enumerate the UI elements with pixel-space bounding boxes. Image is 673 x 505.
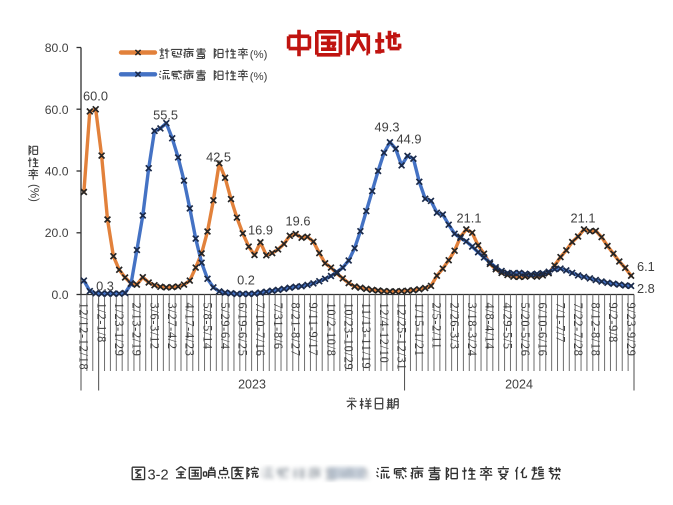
svg-text:0.3: 0.3 [96,279,114,294]
svg-text:1/2-1/8: 1/2-1/8 [94,303,108,343]
svg-text:55.5: 55.5 [153,108,178,123]
svg-text:2/5-2/11: 2/5-2/11 [430,303,444,350]
svg-text:2/13-2/19: 2/13-2/19 [130,303,144,357]
svg-text:60.0: 60.0 [83,89,108,104]
svg-text:1/15-1/21: 1/15-1/21 [412,303,426,357]
svg-text:12/12-12/18: 12/12-12/18 [77,303,91,371]
svg-text:19.6: 19.6 [286,214,311,229]
svg-text:21.1: 21.1 [457,211,482,226]
svg-text:9/11-9/17: 9/11-9/17 [306,303,320,357]
svg-text:4/8-4/14: 4/8-4/14 [483,303,497,350]
svg-text:10/23-10/29: 10/23-10/29 [342,303,356,371]
svg-text:8/21-8/27: 8/21-8/27 [289,303,303,357]
svg-text:5/8-5/14: 5/8-5/14 [200,303,214,350]
svg-text:6/19-6/25: 6/19-6/25 [236,303,250,357]
svg-text:3/6-3/12: 3/6-3/12 [147,303,161,350]
svg-text:7/1-7/7: 7/1-7/7 [553,303,567,343]
svg-text:12/4-12/10: 12/4-12/10 [377,303,391,364]
svg-text:9/23-9/29: 9/23-9/29 [624,303,638,357]
svg-text:7/10-7/16: 7/10-7/16 [253,303,267,357]
svg-text:(%): (%) [250,49,268,61]
svg-text:5/29-6/4: 5/29-6/4 [218,303,232,350]
svg-text:2.8: 2.8 [637,281,655,296]
svg-text:16.9: 16.9 [248,223,273,238]
svg-text:11/13-11/19: 11/13-11/19 [359,303,373,370]
svg-text:10/2-10/8: 10/2-10/8 [324,303,338,357]
svg-text:1/23-1/29: 1/23-1/29 [112,303,126,357]
svg-text:44.9: 44.9 [397,132,422,147]
svg-text:49.3: 49.3 [375,120,400,135]
svg-text:21.1: 21.1 [571,211,596,226]
svg-text:0.0: 0.0 [52,288,69,302]
svg-text:7/22-7/28: 7/22-7/28 [571,303,585,357]
svg-text:12/25-12/31: 12/25-12/31 [394,303,408,371]
svg-text:2024: 2024 [505,378,533,392]
svg-text:2/26-3/3: 2/26-3/3 [447,303,461,350]
svg-text:8/12-8/18: 8/12-8/18 [589,303,603,357]
svg-text:(%): (%) [28,184,40,202]
svg-text:4/17-4/23: 4/17-4/23 [183,303,197,357]
svg-text:20.0: 20.0 [45,226,69,240]
svg-text:42.5: 42.5 [206,150,231,165]
svg-text:60.0: 60.0 [45,103,69,117]
svg-text:9/2-9/8: 9/2-9/8 [606,303,620,343]
svg-text:80.0: 80.0 [45,41,69,55]
svg-text:6/10-6/16: 6/10-6/16 [536,303,550,357]
svg-text:0.2: 0.2 [237,273,255,288]
svg-text:40.0: 40.0 [45,165,69,179]
svg-text:(%): (%) [250,71,268,83]
svg-text:2023: 2023 [238,378,266,392]
svg-text:3-2: 3-2 [148,468,169,484]
svg-text:3/18-3/24: 3/18-3/24 [465,303,479,357]
svg-text:4/29-5/5: 4/29-5/5 [500,303,514,350]
svg-text:5/20-5/26: 5/20-5/26 [518,303,532,357]
svg-text:6.1: 6.1 [637,259,655,274]
svg-text:3/27-4/2: 3/27-4/2 [165,303,179,350]
svg-text:7/31-8/6: 7/31-8/6 [271,303,285,350]
